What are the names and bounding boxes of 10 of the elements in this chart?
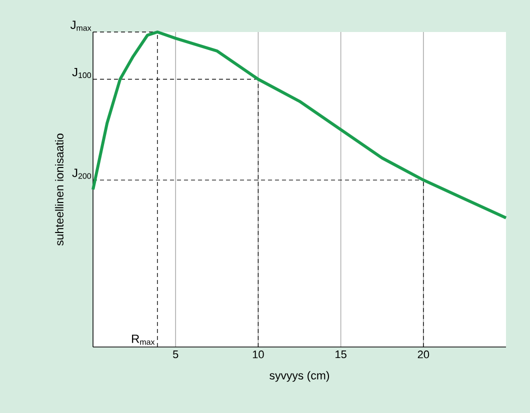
ref-line-label: J$_{200}$ bbox=[72, 168, 91, 179]
x-axis-title: syvyys (cm) bbox=[270, 371, 330, 382]
x-tick-label: 10 bbox=[252, 350, 264, 358]
x-tick-label: 20 bbox=[418, 350, 430, 358]
y-axis-title: suhteellinen ionisaatio bbox=[55, 134, 64, 246]
ref-line-label: J$_{100}$ bbox=[72, 68, 91, 78]
x-tick-label: 5 bbox=[172, 350, 178, 358]
x-tick-label: 15 bbox=[336, 350, 346, 358]
ref-line-label: R$_{max}$ bbox=[132, 334, 155, 345]
ref-line-label: J$_{max}$ bbox=[70, 20, 92, 31]
